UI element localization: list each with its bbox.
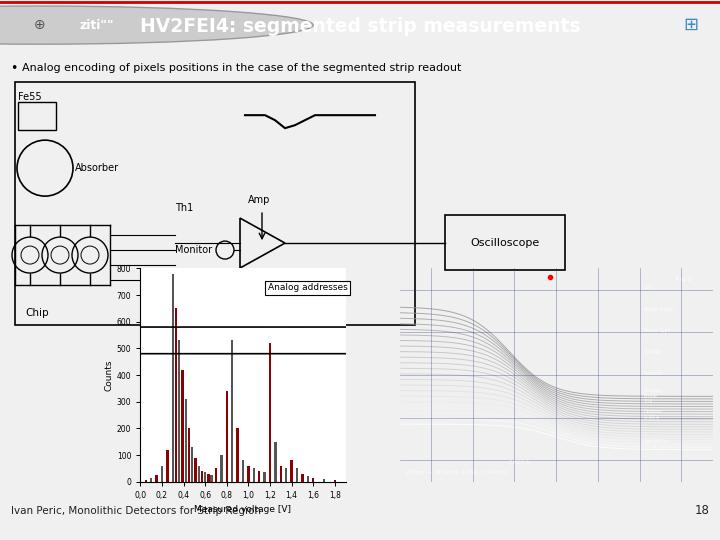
Text: ziti"": ziti"" [79, 18, 114, 32]
Text: Probe Type: Probe Type [644, 328, 670, 333]
Text: Voltage
Probe
10X: Voltage Probe 10X [644, 388, 662, 404]
Bar [323, 479, 325, 482]
Text: HV2FEI4: segmented strip measurements: HV2FEI4: segmented strip measurements [140, 17, 580, 36]
Text: Amp: Amp [248, 195, 271, 205]
Bar [166, 450, 168, 482]
Bar [178, 340, 181, 482]
Bar [236, 428, 239, 482]
Bar [312, 478, 315, 482]
Bar [15, 82, 415, 325]
Bar [175, 308, 177, 482]
Bar [171, 274, 174, 482]
Bar [181, 370, 184, 482]
Bar [296, 468, 298, 482]
Bar [184, 399, 187, 482]
Bar [445, 215, 565, 270]
Bar [188, 428, 190, 482]
Text: Trig'd: Trig'd [675, 277, 693, 282]
X-axis label: Measured voltage [V]: Measured voltage [V] [194, 505, 292, 514]
Text: 200mv ····  M 100ns  A Ch1  ¬-40.0mV: 200mv ···· M 100ns A Ch1 ¬-40.0mV [406, 470, 507, 475]
Bar [279, 465, 282, 482]
Text: ⊞: ⊞ [683, 16, 699, 34]
Bar [290, 460, 293, 482]
Text: Probe Setup: Probe Setup [644, 307, 674, 312]
Bar [197, 465, 200, 482]
Text: Ch1: Ch1 [644, 286, 654, 291]
Bar [285, 468, 287, 482]
Text: ⊕: ⊕ [34, 18, 45, 32]
Bar [301, 474, 304, 482]
Text: Chip: Chip [25, 308, 49, 318]
Bar [247, 465, 250, 482]
Text: Voltage: Voltage [644, 349, 662, 354]
Bar [258, 471, 261, 482]
Text: Current: Current [644, 371, 662, 376]
Bar [204, 472, 207, 482]
Text: Absorber: Absorber [75, 163, 119, 173]
Text: Analog encoding of pixels positions in the case of the segmented strip readout: Analog encoding of pixels positions in t… [22, 63, 462, 73]
Bar [264, 472, 266, 482]
Bar [145, 481, 147, 482]
Bar [156, 475, 158, 482]
Text: Monitor: Monitor [175, 245, 212, 255]
Text: Set to 0 s: Set to 0 s [644, 439, 667, 444]
Text: 0.000 %: 0.000 % [509, 460, 531, 464]
Bar [274, 442, 276, 482]
Bar [242, 460, 244, 482]
Text: Fe55: Fe55 [18, 92, 42, 102]
Bar [207, 474, 210, 482]
Bar [225, 391, 228, 482]
Bar [253, 468, 255, 482]
Bar [201, 471, 203, 482]
Text: Ivan Peric, Monolithic Detectors for Strip Region: Ivan Peric, Monolithic Detectors for Str… [11, 506, 261, 516]
Text: Oscilloscope: Oscilloscope [470, 238, 539, 247]
Bar [220, 455, 222, 482]
Bar [161, 465, 163, 482]
Bar [18, 102, 56, 130]
Bar [333, 481, 336, 482]
Bar [210, 475, 213, 482]
Bar [215, 468, 217, 482]
Bar [269, 343, 271, 482]
Text: Deskew
0.00 s: Deskew 0.00 s [644, 409, 663, 420]
Text: 18: 18 [694, 504, 709, 517]
Circle shape [0, 6, 313, 44]
Text: Analog addresses: Analog addresses [268, 284, 347, 292]
Text: Th1: Th1 [175, 203, 193, 213]
Bar [231, 340, 233, 482]
Bar [150, 478, 153, 482]
Bar [191, 447, 194, 482]
Bar [243, 278, 283, 298]
Bar [307, 476, 309, 482]
Text: •: • [10, 62, 17, 75]
Bar [194, 458, 197, 482]
Y-axis label: Counts: Counts [105, 359, 114, 391]
